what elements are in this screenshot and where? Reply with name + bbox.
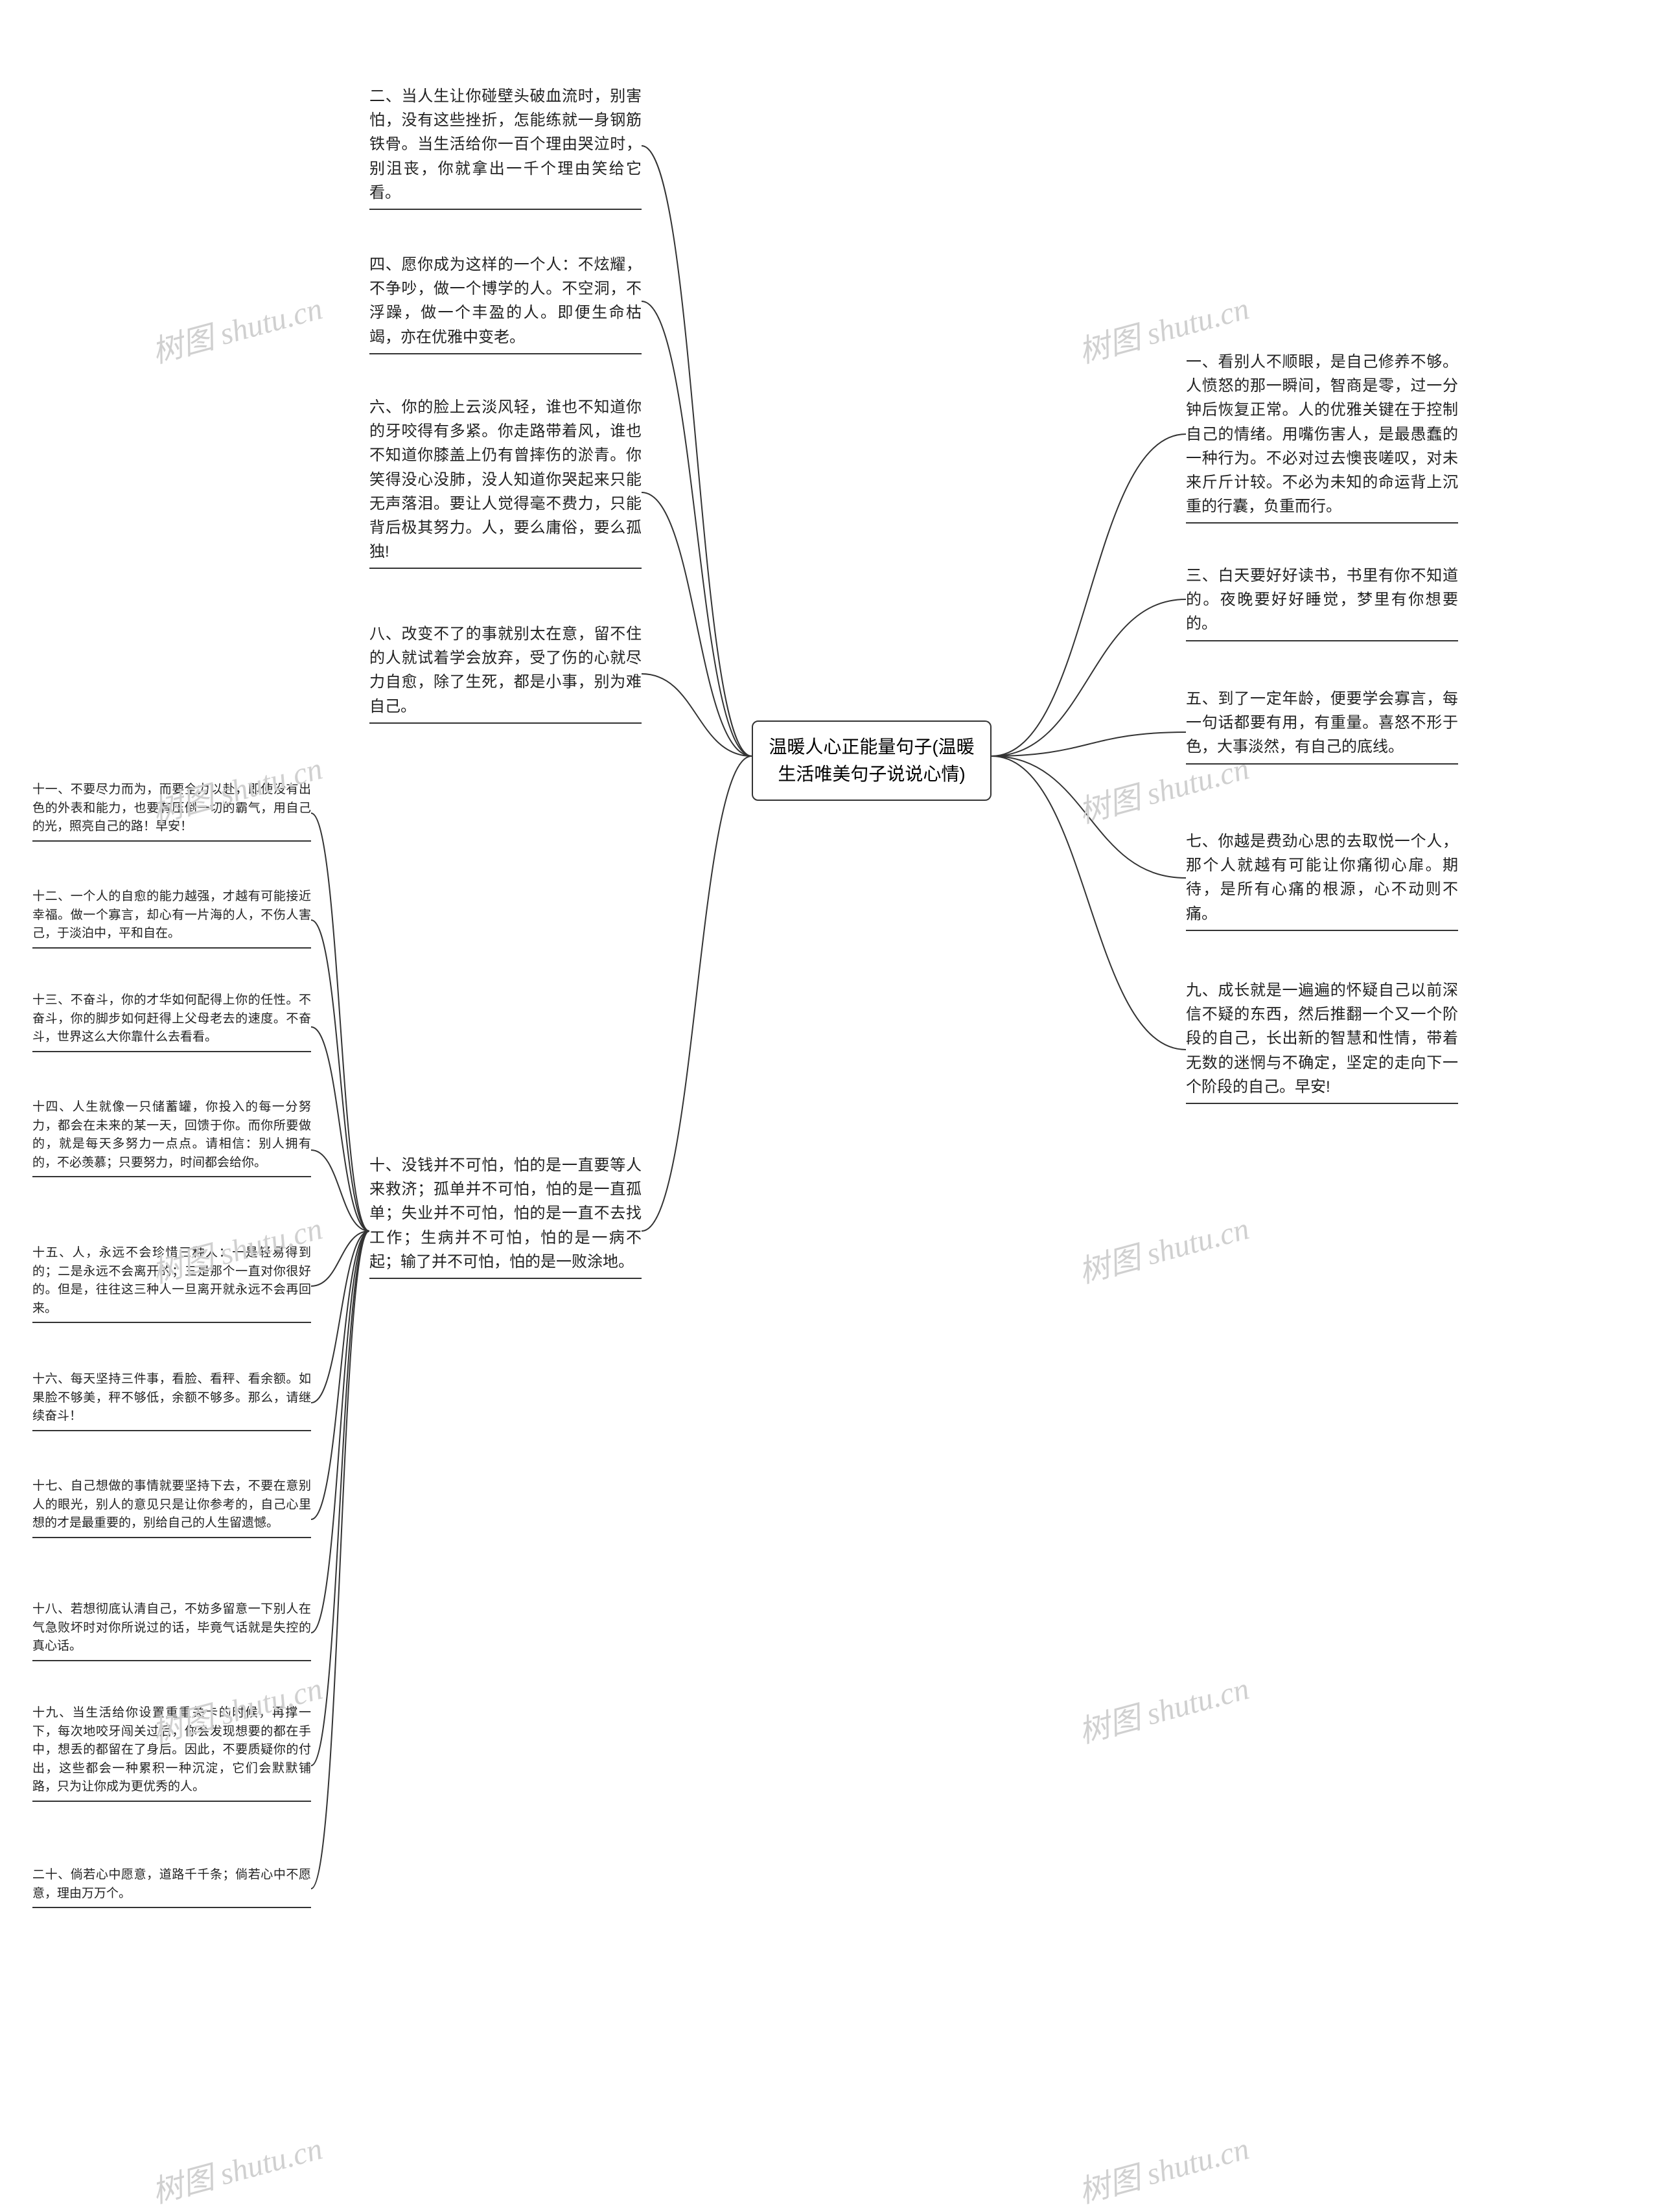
mindmap-node: 九、成长就是一遍遍的怀疑自己以前深信不疑的东西，然后推翻一个又一个阶段的自己，长… [1186, 978, 1458, 1104]
node-text: 四、愿你成为这样的一个人：不炫耀，不争吵，做一个博学的人。不空洞，不浮躁，做一个… [369, 256, 642, 346]
node-text: 八、改变不了的事就别太在意，留不住的人就试着学会放弃，受了伤的心就尽力自愈，除了… [369, 625, 642, 715]
node-text: 五、到了一定年龄，便要学会寡言，每一句话都要有用，有重量。喜怒不形于色，大事淡然… [1186, 690, 1458, 755]
watermark: 树图 shutu.cn [1073, 1663, 1253, 1751]
mindmap-node: 十五、人，永远不会珍惜三种人：一是轻易得到的；二是永远不会离开的；三是那个一直对… [32, 1244, 311, 1323]
mindmap-node: 四、愿你成为这样的一个人：不炫耀，不争吵，做一个博学的人。不空洞，不浮躁，做一个… [369, 253, 642, 354]
mindmap-node: 十八、若想彻底认清自己，不妨多留意一下别人在气急败坏时对你所说过的话，毕竟气话就… [32, 1600, 311, 1661]
mindmap-node: 六、你的脸上云淡风轻，谁也不知道你的牙咬得有多紧。你走路带着风，谁也不知道你膝盖… [369, 395, 642, 569]
mindmap-node: 五、到了一定年龄，便要学会寡言，每一句话都要有用，有重量。喜怒不形于色，大事淡然… [1186, 687, 1458, 765]
mindmap-node: 二、当人生让你碰壁头破血流时，别害怕，没有这些挫折，怎能练就一身钢筋铁骨。当生活… [369, 84, 642, 210]
mindmap-node: 十四、人生就像一只储蓄罐，你投入的每一分努力，都会在未来的某一天，回馈于你。而你… [32, 1098, 311, 1177]
node-text: 十九、当生活给你设置重重关卡的时候，再撑一下，每次地咬牙闯关过后，你会发现想要的… [32, 1706, 311, 1793]
node-text: 十、没钱并不可怕，怕的是一直要等人来救济；孤单并不可怕，怕的是一直孤单；失业并不… [369, 1157, 642, 1271]
mindmap-node: 七、你越是费劲心思的去取悦一个人，那个人就越有可能让你痛彻心扉。期待，是所有心痛… [1186, 829, 1458, 931]
mindmap-node: 三、白天要好好读书，书里有你不知道的。夜晚要好好睡觉，梦里有你想要的。 [1186, 564, 1458, 641]
mindmap-node: 十七、自己想做的事情就要坚持下去，不要在意别人的眼光，别人的意见只是让你参考的，… [32, 1477, 311, 1538]
center-node: 温暖人心正能量句子(温暖生活唯美句子说说心情) [752, 720, 992, 801]
mindmap-node: 一、看别人不顺眼，是自己修养不够。人愤怒的那一瞬间，智商是零，过一分钟后恢复正常… [1186, 350, 1458, 524]
node-text: 六、你的脸上云淡风轻，谁也不知道你的牙咬得有多紧。你走路带着风，谁也不知道你膝盖… [369, 398, 642, 560]
watermark: 树图 shutu.cn [1073, 2123, 1253, 2211]
node-text: 十七、自己想做的事情就要坚持下去，不要在意别人的眼光，别人的意见只是让你参考的，… [32, 1479, 311, 1530]
watermark: 树图 shutu.cn [146, 282, 327, 371]
node-text: 十四、人生就像一只储蓄罐，你投入的每一分努力，都会在未来的某一天，回馈于你。而你… [32, 1100, 311, 1169]
node-text: 一、看别人不顺眼，是自己修养不够。人愤怒的那一瞬间，智商是零，过一分钟后恢复正常… [1186, 353, 1458, 515]
node-text: 十三、不奋斗，你的才华如何配得上你的任性。不奋斗，你的脚步如何赶得上父母老去的速… [32, 993, 311, 1044]
node-text: 十八、若想彻底认清自己，不妨多留意一下别人在气急败坏时对你所说过的话，毕竟气话就… [32, 1602, 311, 1653]
watermark: 树图 shutu.cn [146, 2123, 327, 2211]
mindmap-node: 十三、不奋斗，你的才华如何配得上你的任性。不奋斗，你的脚步如何赶得上父母老去的速… [32, 991, 311, 1052]
mindmap-node: 十、没钱并不可怕，怕的是一直要等人来救济；孤单并不可怕，怕的是一直孤单；失业并不… [369, 1153, 642, 1279]
node-text: 十六、每天坚持三件事，看脸、看秤、看余额。如果脸不够美，秤不够低，余额不够多。那… [32, 1372, 311, 1423]
node-text: 九、成长就是一遍遍的怀疑自己以前深信不疑的东西，然后推翻一个又一个阶段的自己，长… [1186, 982, 1458, 1096]
mindmap-node: 十九、当生活给你设置重重关卡的时候，再撑一下，每次地咬牙闯关过后，你会发现想要的… [32, 1704, 311, 1802]
center-text: 温暖人心正能量句子(温暖生活唯美句子说说心情) [769, 737, 974, 784]
node-text: 十一、不要尽力而为，而要全力以赴，即使没有出色的外表和能力，也要有压倒一切的霸气… [32, 783, 311, 833]
mindmap-node: 十六、每天坚持三件事，看脸、看秤、看余额。如果脸不够美，秤不够低，余额不够多。那… [32, 1370, 311, 1431]
watermark: 树图 shutu.cn [1073, 1203, 1253, 1291]
mindmap-node: 八、改变不了的事就别太在意，留不住的人就试着学会放弃，受了伤的心就尽力自愈，除了… [369, 622, 642, 724]
node-text: 二、当人生让你碰壁头破血流时，别害怕，没有这些挫折，怎能练就一身钢筋铁骨。当生活… [369, 87, 642, 202]
mindmap-node: 十一、不要尽力而为，而要全力以赴，即使没有出色的外表和能力，也要有压倒一切的霸气… [32, 781, 311, 842]
mindmap-node: 二十、倘若心中愿意，道路千千条；倘若心中不愿意，理由万万个。 [32, 1866, 311, 1908]
mindmap-node: 十二、一个人的自愈的能力越强，才越有可能接近幸福。做一个寡言，却心有一片海的人，… [32, 888, 311, 949]
node-text: 十二、一个人的自愈的能力越强，才越有可能接近幸福。做一个寡言，却心有一片海的人，… [32, 890, 311, 940]
node-text: 七、你越是费劲心思的去取悦一个人，那个人就越有可能让你痛彻心扉。期待，是所有心痛… [1186, 833, 1458, 923]
node-text: 三、白天要好好读书，书里有你不知道的。夜晚要好好睡觉，梦里有你想要的。 [1186, 567, 1458, 632]
node-text: 二十、倘若心中愿意，道路千千条；倘若心中不愿意，理由万万个。 [32, 1868, 311, 1900]
node-text: 十五、人，永远不会珍惜三种人：一是轻易得到的；二是永远不会离开的；三是那个一直对… [32, 1246, 311, 1315]
